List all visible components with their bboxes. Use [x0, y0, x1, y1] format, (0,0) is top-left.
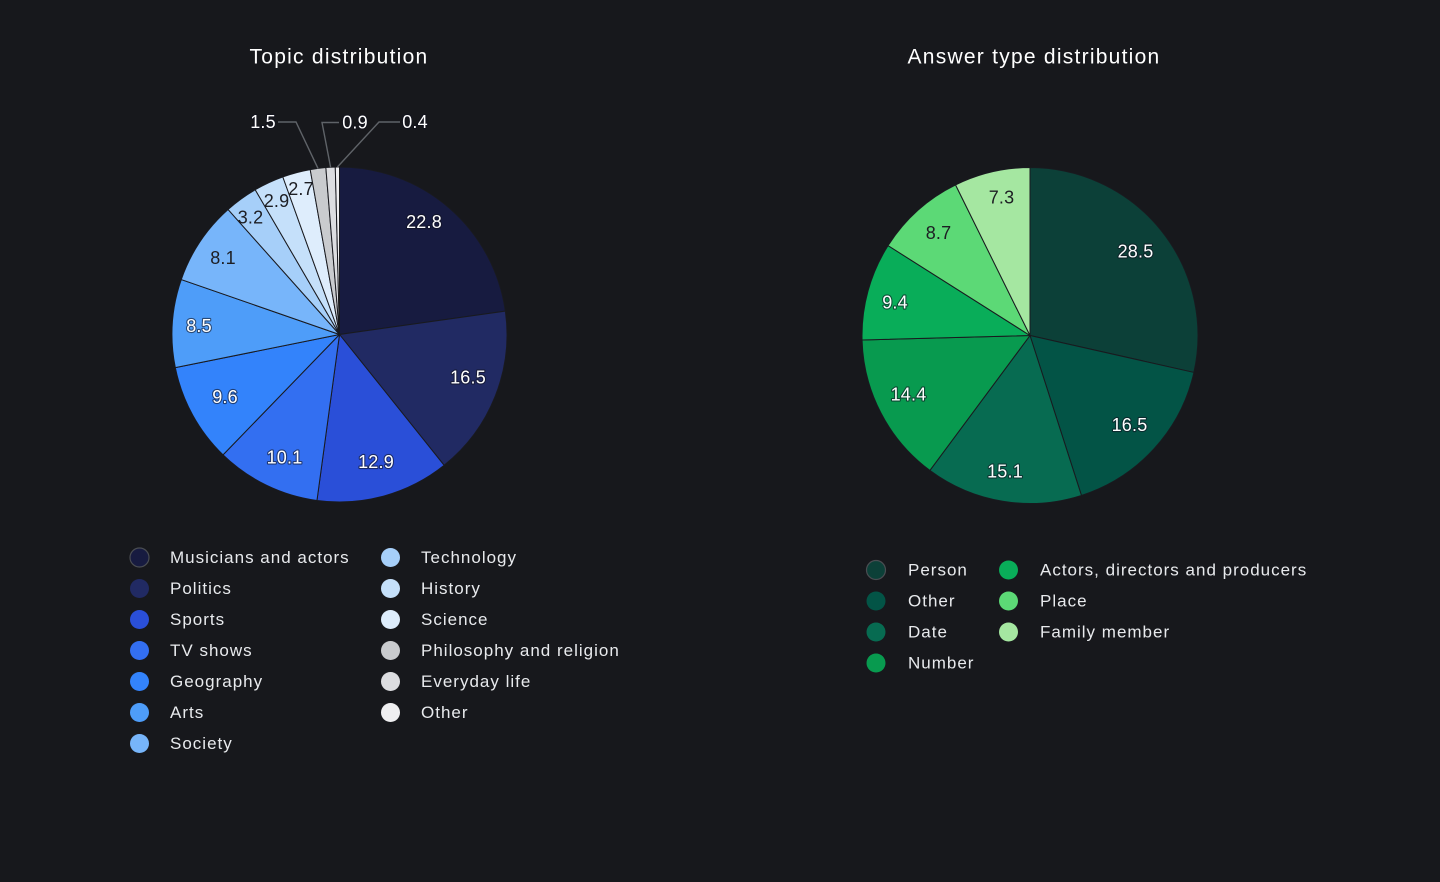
svg-text:Arts: Arts [170, 703, 204, 722]
svg-text:Place: Place [1040, 592, 1088, 611]
svg-text:2.9: 2.9 [264, 191, 290, 211]
svg-text:Answer type distribution: Answer type distribution [908, 46, 1161, 69]
svg-text:12.9: 12.9 [358, 452, 394, 472]
svg-text:Geography: Geography [170, 672, 263, 691]
svg-text:0.9: 0.9 [342, 113, 368, 133]
svg-text:Date: Date [908, 623, 948, 642]
svg-text:Everyday life: Everyday life [421, 672, 531, 691]
svg-text:8.1: 8.1 [210, 248, 236, 268]
svg-text:Number: Number [908, 654, 974, 673]
svg-text:16.5: 16.5 [450, 368, 486, 388]
svg-text:Politics: Politics [170, 579, 232, 598]
svg-text:Technology: Technology [421, 548, 517, 567]
svg-text:16.5: 16.5 [1112, 415, 1148, 435]
svg-text:Family member: Family member [1040, 623, 1170, 642]
svg-text:14.4: 14.4 [891, 385, 927, 405]
svg-text:10.1: 10.1 [267, 448, 303, 468]
svg-text:8.5: 8.5 [186, 316, 212, 336]
svg-text:15.1: 15.1 [987, 462, 1023, 482]
svg-text:7.3: 7.3 [989, 188, 1015, 208]
svg-text:Musicians and actors: Musicians and actors [170, 548, 350, 567]
svg-text:Science: Science [421, 610, 488, 629]
svg-text:1.5: 1.5 [250, 112, 276, 132]
svg-text:Person: Person [908, 561, 968, 580]
svg-text:28.5: 28.5 [1118, 242, 1154, 262]
svg-text:Other: Other [421, 703, 469, 722]
svg-text:22.8: 22.8 [406, 212, 442, 232]
svg-text:0.4: 0.4 [402, 112, 428, 132]
svg-text:History: History [421, 579, 481, 598]
svg-text:3.2: 3.2 [238, 208, 264, 228]
svg-text:Other: Other [908, 592, 956, 611]
svg-text:9.6: 9.6 [212, 387, 238, 407]
svg-text:TV shows: TV shows [170, 641, 253, 660]
svg-text:Sports: Sports [170, 610, 225, 629]
svg-text:Philosophy and religion: Philosophy and religion [421, 641, 620, 660]
svg-text:8.7: 8.7 [926, 223, 952, 243]
svg-text:Actors, directors and producer: Actors, directors and producers [1040, 561, 1307, 580]
svg-text:9.4: 9.4 [882, 293, 908, 313]
svg-text:Society: Society [170, 734, 233, 753]
svg-text:Topic distribution: Topic distribution [250, 46, 429, 69]
svg-text:2.7: 2.7 [288, 179, 314, 199]
